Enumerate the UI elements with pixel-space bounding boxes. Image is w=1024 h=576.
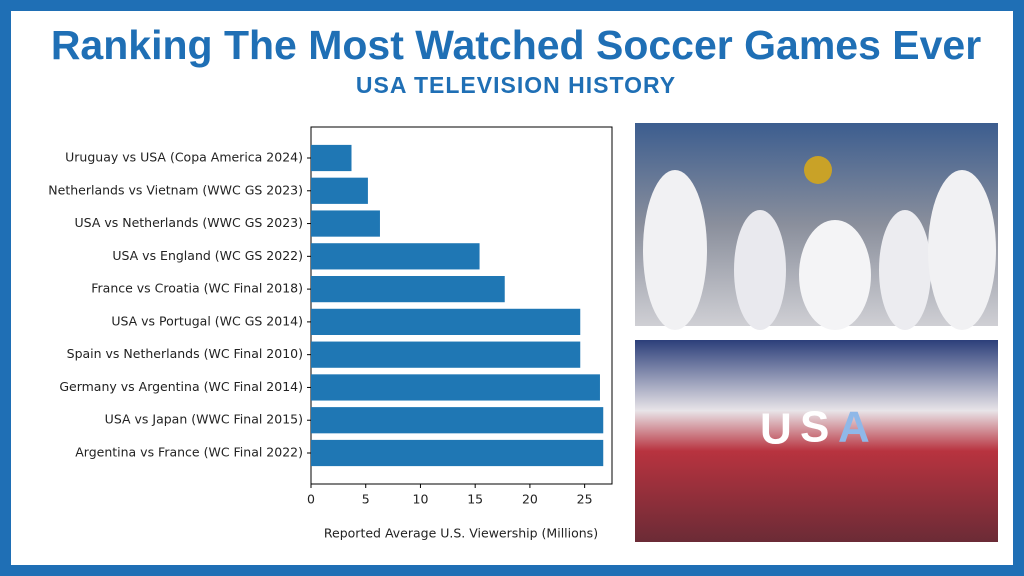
bar bbox=[311, 243, 480, 270]
bar bbox=[311, 210, 380, 237]
bar bbox=[311, 341, 581, 368]
bar bbox=[311, 177, 368, 204]
y-tick-label: Germany vs Argentina (WC Final 2014) bbox=[59, 379, 303, 394]
x-tick-label: 20 bbox=[522, 492, 538, 507]
bar bbox=[311, 407, 604, 434]
bar bbox=[311, 144, 352, 172]
x-tick-label: 15 bbox=[467, 492, 483, 507]
photo-celebration bbox=[635, 123, 998, 330]
bar bbox=[311, 308, 581, 335]
y-tick-label: USA vs Portugal (WC GS 2014) bbox=[111, 313, 303, 328]
bar bbox=[311, 276, 505, 303]
title: Ranking The Most Watched Soccer Games Ev… bbox=[51, 22, 981, 68]
y-tick-label: USA vs England (WC GS 2022) bbox=[112, 248, 303, 263]
subtitle: USA TELEVISION HISTORY bbox=[356, 72, 676, 98]
y-tick-label: USA vs Japan (WWC Final 2015) bbox=[105, 412, 303, 427]
bar bbox=[311, 374, 600, 401]
x-tick-label: 5 bbox=[362, 492, 370, 507]
x-tick-label: 10 bbox=[413, 492, 429, 507]
y-tick-label: Spain vs Netherlands (WC Final 2010) bbox=[67, 346, 303, 361]
y-tick-label: Uruguay vs USA (Copa America 2024) bbox=[65, 150, 303, 165]
y-tick-label: Netherlands vs Vietnam (WWC GS 2023) bbox=[48, 182, 303, 197]
plot-frame bbox=[310, 126, 613, 485]
y-tick-label: France vs Croatia (WC Final 2018) bbox=[91, 281, 303, 296]
x-tick-label: 25 bbox=[577, 492, 593, 507]
y-tick-label: Argentina vs France (WC Final 2022) bbox=[75, 445, 303, 460]
x-tick-label: 0 bbox=[307, 492, 315, 507]
bar bbox=[311, 439, 604, 467]
photo-fans: U S A bbox=[635, 340, 998, 542]
x-axis-label: Reported Average U.S. Viewership (Millio… bbox=[324, 526, 598, 541]
svg-text:U: U bbox=[760, 405, 792, 454]
svg-text:A: A bbox=[838, 403, 870, 452]
y-tick-label: USA vs Netherlands (WWC GS 2023) bbox=[75, 215, 303, 230]
svg-text:S: S bbox=[800, 403, 829, 452]
